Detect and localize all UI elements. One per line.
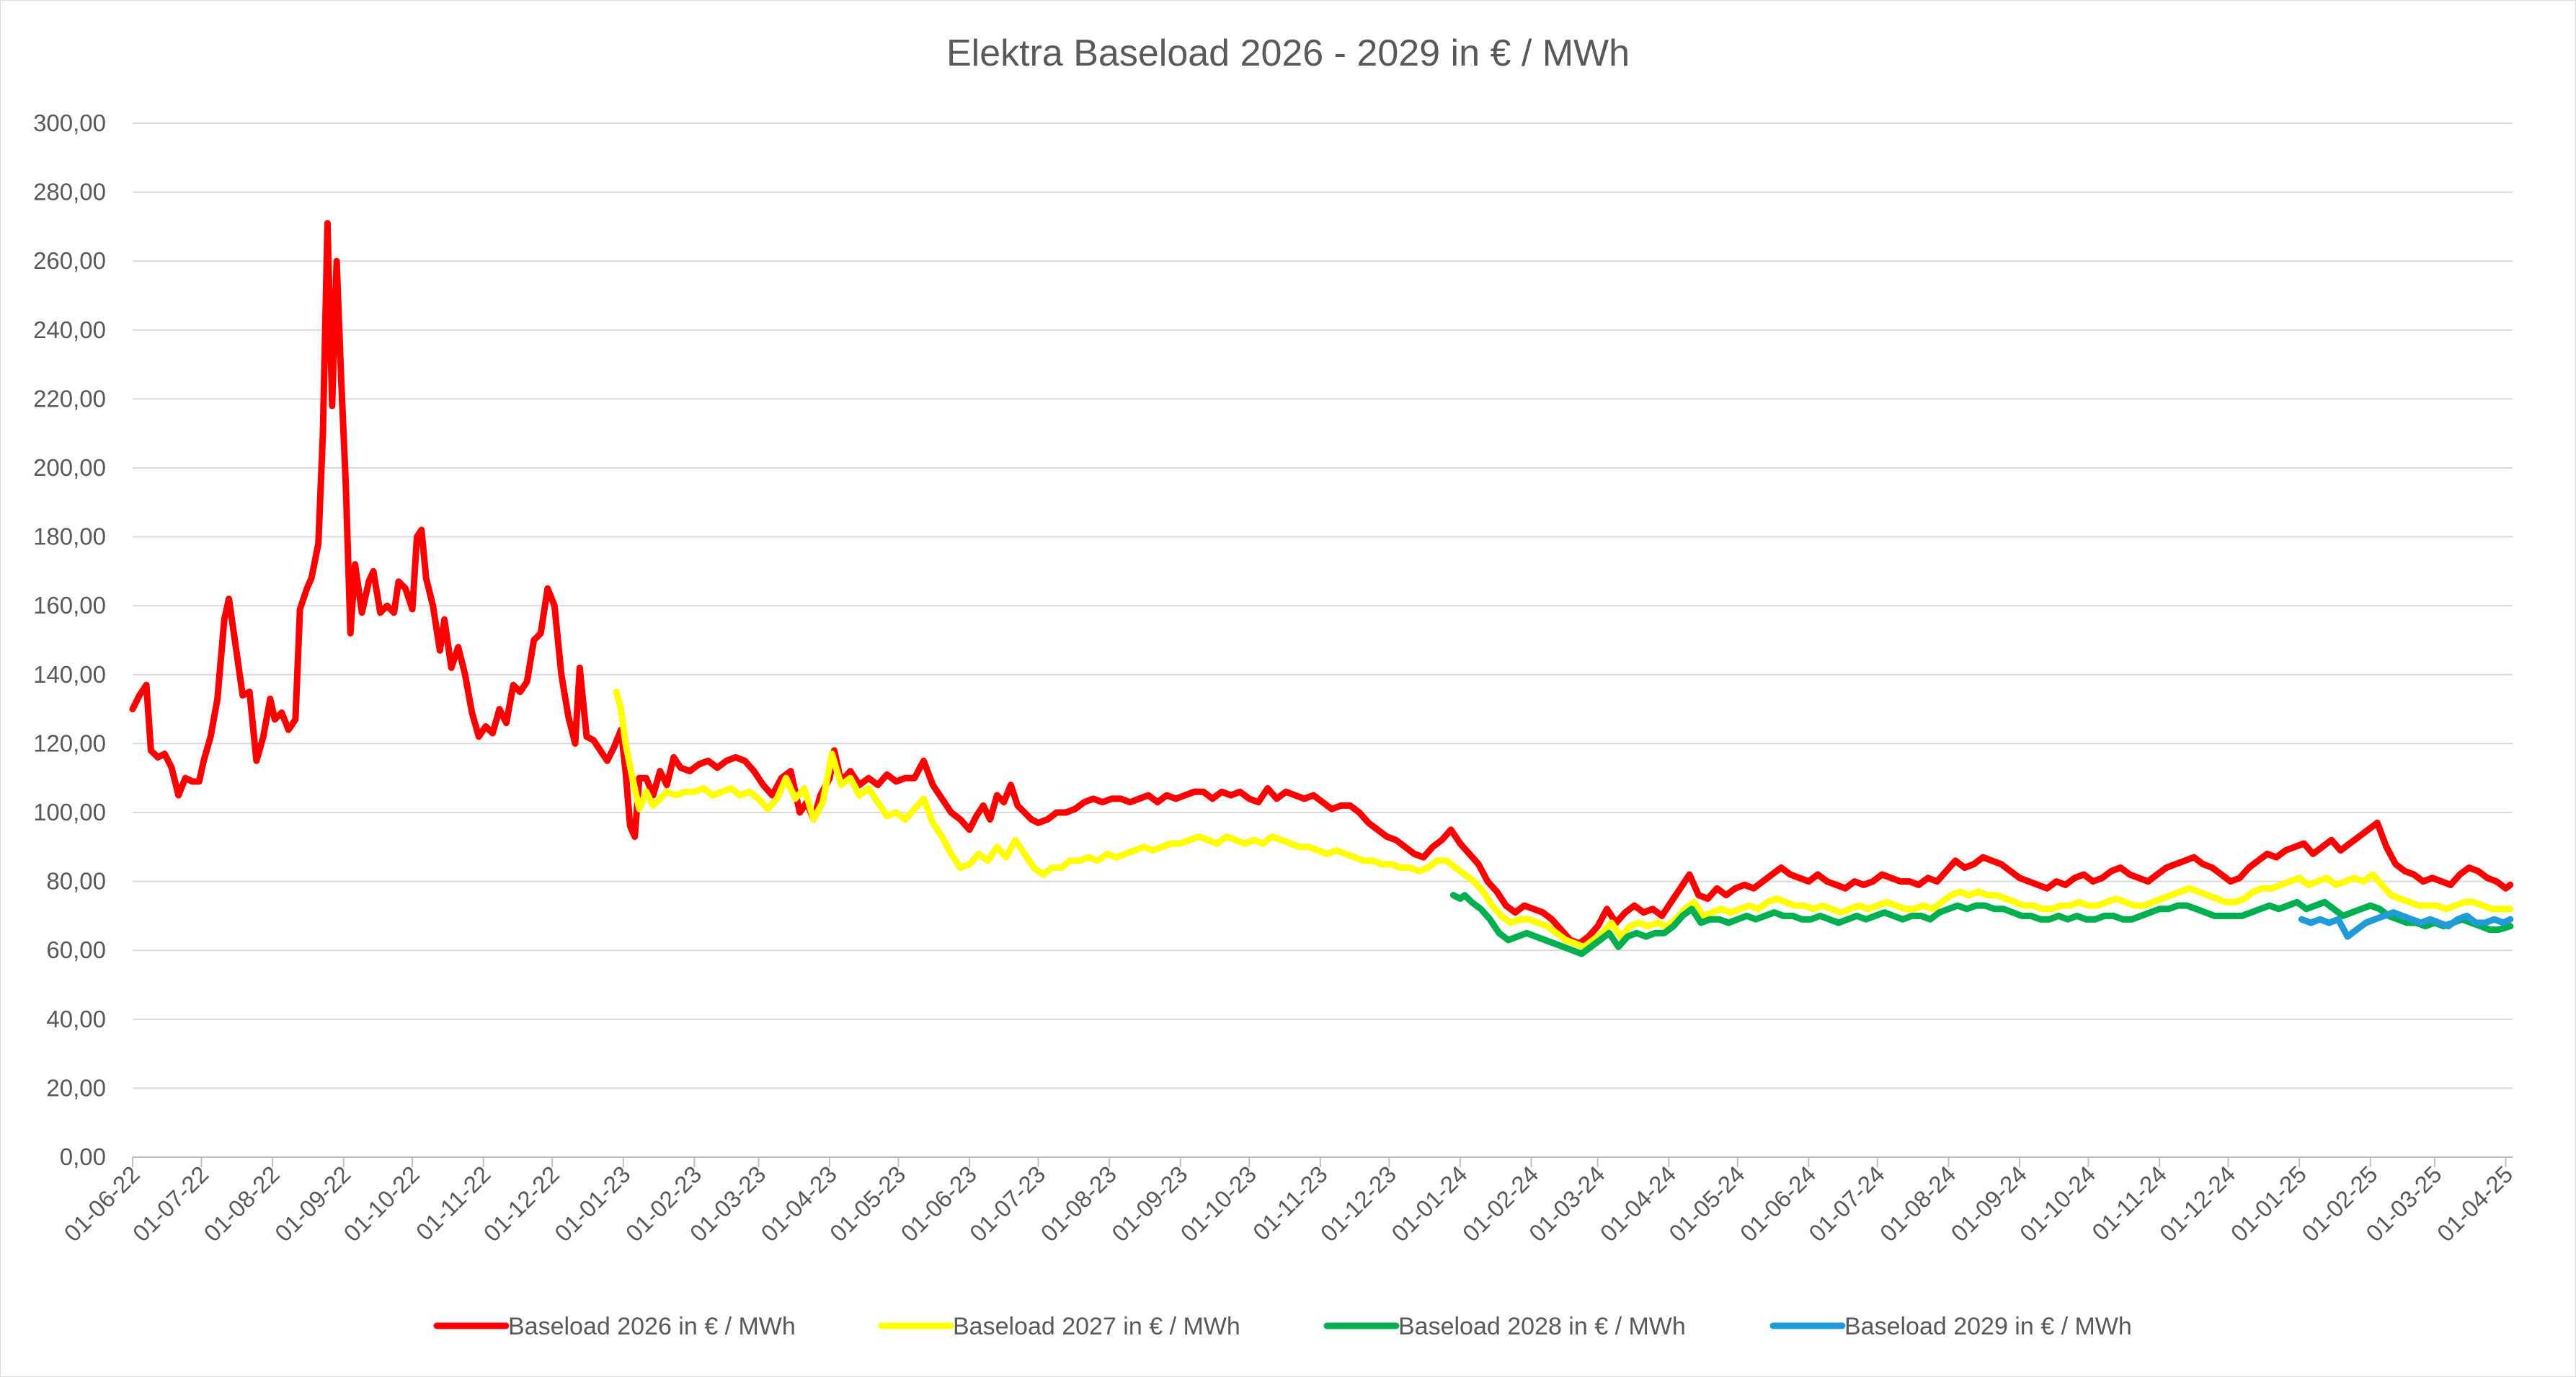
x-tick-label: 01-04-24 xyxy=(1595,1161,1682,1247)
y-tick-label: 220,00 xyxy=(33,385,106,412)
series-line-1 xyxy=(129,220,2514,947)
x-tick-label: 01-10-23 xyxy=(1176,1161,1262,1247)
y-tick-label: 40,00 xyxy=(46,1006,106,1032)
legend-label-1: Baseload 2026 in € / MWh xyxy=(508,1313,796,1340)
legend: Baseload 2026 in € / MWh Baseload 2027 in… xyxy=(433,1313,2132,1340)
x-tick-label: 01-09-23 xyxy=(1106,1161,1193,1247)
x-tick-label: 01-10-24 xyxy=(2015,1161,2101,1247)
y-tick-label: 140,00 xyxy=(33,661,106,688)
x-tick-label: 01-05-24 xyxy=(1664,1161,1750,1247)
x-tick-label: 01-07-22 xyxy=(128,1161,214,1247)
series-line-3 xyxy=(1449,892,2514,957)
series-lines xyxy=(129,220,2514,957)
y-tick-label: 60,00 xyxy=(46,937,106,963)
series-line-4 xyxy=(2298,909,2514,940)
y-tick-label: 180,00 xyxy=(33,523,106,550)
y-tick-label: 80,00 xyxy=(46,868,106,895)
x-tick-label: 01-10-22 xyxy=(338,1161,425,1247)
x-tick-label: 01-12-24 xyxy=(2154,1161,2241,1247)
x-tick-label: 01-06-24 xyxy=(1735,1161,1821,1247)
x-tick-label: 01-04-23 xyxy=(755,1161,842,1247)
x-axis: 01-06-2201-07-2201-08-2201-09-2201-10-22… xyxy=(58,1156,2518,1247)
x-tick-label: 01-12-23 xyxy=(1315,1161,1402,1247)
x-tick-label: 01-09-22 xyxy=(270,1161,356,1247)
x-tick-label: 01-05-23 xyxy=(825,1161,911,1247)
x-tick-label: 01-06-23 xyxy=(895,1161,982,1247)
series-line-2 xyxy=(613,688,2514,950)
y-tick-label: 20,00 xyxy=(46,1074,106,1101)
chart-title: Elektra Baseload 2026 - 2029 in € / MWh xyxy=(946,32,1630,74)
legend-label-2: Baseload 2027 in € / MWh xyxy=(953,1313,1240,1340)
legend-label-4: Baseload 2029 in € / MWh xyxy=(1844,1313,2132,1340)
x-tick-label: 01-01-23 xyxy=(549,1161,636,1247)
x-tick-label: 01-01-24 xyxy=(1386,1161,1473,1247)
y-tick-label: 240,00 xyxy=(33,316,106,343)
y-tick-label: 100,00 xyxy=(33,799,106,825)
y-tick-label: 300,00 xyxy=(33,110,106,136)
x-tick-label: 01-12-22 xyxy=(479,1161,565,1247)
legend-label-3: Baseload 2028 in € / MWh xyxy=(1398,1313,1686,1340)
x-tick-label: 01-07-23 xyxy=(964,1161,1051,1247)
y-tick-label: 280,00 xyxy=(33,179,106,205)
y-tick-label: 0,00 xyxy=(60,1143,106,1170)
x-tick-label: 01-08-23 xyxy=(1036,1161,1122,1247)
x-tick-label: 01-06-22 xyxy=(58,1161,145,1247)
y-tick-label: 160,00 xyxy=(33,592,106,619)
y-tick-label: 200,00 xyxy=(33,454,106,481)
y-tick-label: 120,00 xyxy=(33,730,106,756)
x-tick-label: 01-09-24 xyxy=(1945,1161,2032,1247)
gridlines xyxy=(133,123,2513,1089)
x-tick-label: 01-04-25 xyxy=(2432,1161,2518,1247)
y-axis: 0,00 20,00 40,00 60,00 80,00 100,00 120,00 140,… xyxy=(33,110,106,1170)
x-tick-label: 01-07-24 xyxy=(1803,1161,1890,1247)
y-tick-label: 260,00 xyxy=(33,247,106,274)
x-tick-label: 01-08-22 xyxy=(198,1161,285,1247)
x-tick-label: 01-08-24 xyxy=(1875,1161,1961,1247)
x-tick-label: 01-01-25 xyxy=(2226,1161,2312,1247)
